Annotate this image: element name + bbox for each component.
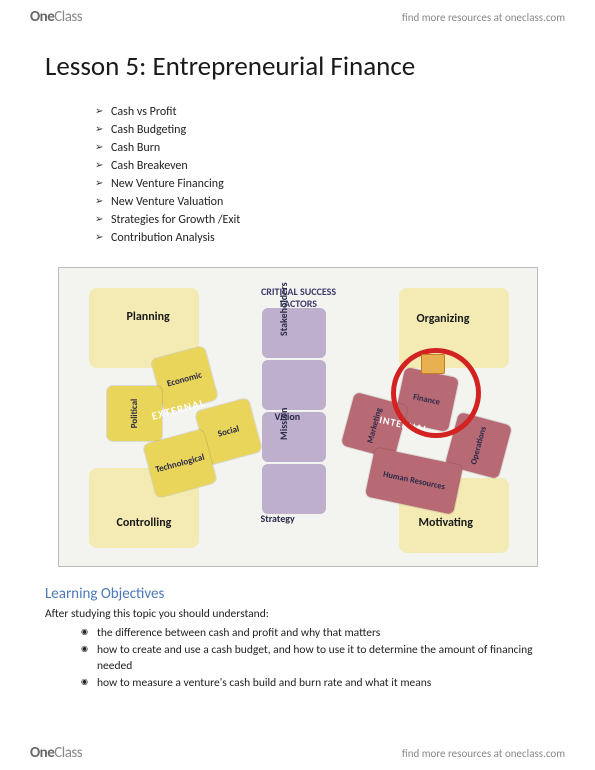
mid-piece (262, 360, 326, 410)
topic-item: Cash Breakeven (95, 157, 550, 175)
page-footer: OneClass find more resources at oneclass… (0, 736, 595, 770)
topic-item: Cash Burn (95, 139, 550, 157)
mid-piece (262, 308, 326, 358)
logo: OneClass (30, 8, 82, 26)
corner-label: Organizing (417, 312, 470, 326)
center-label: Strategy (261, 512, 295, 525)
logo-part2: Class (54, 8, 82, 26)
objective-item: how to measure a venture's cash build an… (81, 675, 550, 691)
footer-logo-part1: One (30, 744, 54, 762)
center-label: Vision (275, 410, 301, 423)
csf-label: CRITICAL SUCCESSFACTORS (251, 286, 347, 310)
corner-label: Motivating (419, 516, 473, 530)
footer-logo: OneClass (30, 744, 82, 762)
logo-part1: One (30, 8, 54, 26)
objective-item: how to create and use a cash budget, and… (81, 642, 550, 674)
corner-label: Planning (127, 310, 170, 324)
mid-piece (262, 464, 326, 514)
objectives-heading: Learning Objectives (45, 585, 550, 603)
finance-icon (421, 354, 445, 374)
objectives-intro: After studying this topic you should und… (45, 607, 550, 621)
page-title: Lesson 5: Entrepreneurial Finance (45, 50, 550, 83)
topic-item: New Venture Valuation (95, 193, 550, 211)
topic-item: Cash Budgeting (95, 121, 550, 139)
vertical-label: Stakeholders (277, 282, 290, 336)
objective-item: the difference between cash and profit a… (81, 625, 550, 641)
footer-link[interactable]: find more resources at oneclass.com (402, 747, 565, 760)
page-header: OneClass find more resources at oneclass… (0, 0, 595, 34)
topic-item: New Venture Financing (95, 175, 550, 193)
corner-label: Controlling (117, 516, 172, 530)
objectives-list: the difference between cash and profit a… (81, 625, 550, 691)
topic-item: Cash vs Profit (95, 103, 550, 121)
topic-item: Contribution Analysis (95, 229, 550, 247)
puzzle-diagram: EconomicPoliticalSocialTechnologicalEXTE… (58, 267, 538, 567)
header-link[interactable]: find more resources at oneclass.com (402, 11, 565, 24)
topic-item: Strategies for Growth /Exit (95, 211, 550, 229)
content: Lesson 5: Entrepreneurial Finance Cash v… (0, 0, 595, 691)
topic-list: Cash vs ProfitCash BudgetingCash BurnCas… (95, 103, 550, 247)
footer-logo-part2: Class (54, 744, 82, 762)
